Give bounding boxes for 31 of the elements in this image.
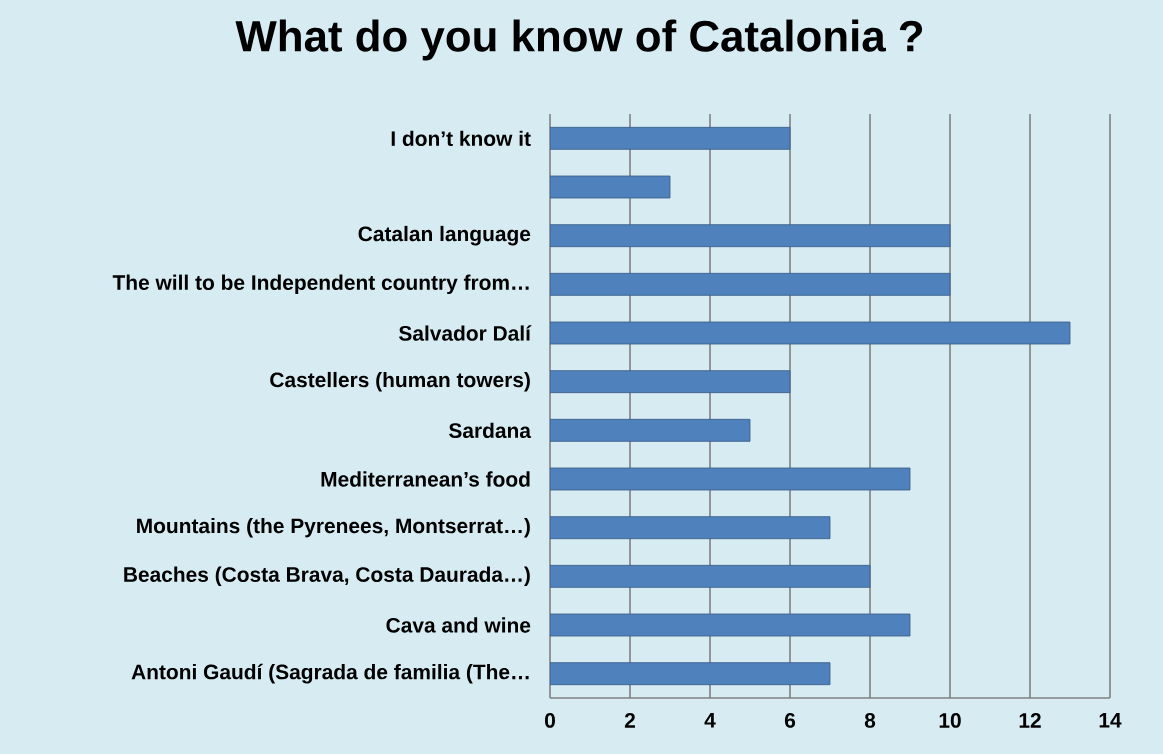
y-tick-label: I don’t know it	[391, 130, 531, 147]
y-tick-label: Sardana	[448, 422, 532, 439]
bar	[550, 418, 751, 442]
x-tick-label: 6	[784, 713, 796, 728]
bar	[550, 662, 831, 686]
chart-title: What do you know of Catalonia ?	[235, 19, 923, 61]
y-tick-label: Catalan language	[358, 225, 531, 246]
bar	[550, 224, 951, 248]
bar	[550, 564, 871, 588]
x-tick-label: 12	[1019, 713, 1041, 728]
x-tick-label: 8	[864, 713, 876, 728]
x-tick-label: 2	[624, 713, 635, 728]
x-tick-label: 0	[545, 713, 555, 728]
bar	[550, 516, 831, 540]
y-tick-label: Salvador Dalí	[399, 325, 532, 341]
x-tick-label: 10	[939, 713, 961, 728]
y-tick-label: Cava and wine	[386, 617, 531, 633]
bar	[550, 467, 911, 491]
y-tick-label: Beaches (Costa Brava, Costa Daurada…)	[124, 566, 530, 587]
bar	[550, 370, 791, 394]
x-tick-label: 14	[1099, 713, 1122, 728]
y-tick-label: The will to be Independent country from…	[112, 274, 529, 295]
y-tick-label: Mountains (the Pyrenees, Montserrat…)	[137, 517, 530, 538]
bar	[550, 272, 951, 296]
y-tick-label: Antoni Gaudí (Sagrada de familia (The…	[131, 663, 529, 684]
bar	[550, 613, 911, 637]
bar	[550, 321, 1071, 345]
x-tick-label: 4	[704, 713, 716, 728]
y-tick-label: Mediterranean’s food	[321, 471, 530, 487]
y-tick-label: Castellers (human towers)	[270, 371, 530, 392]
bar	[550, 126, 791, 150]
